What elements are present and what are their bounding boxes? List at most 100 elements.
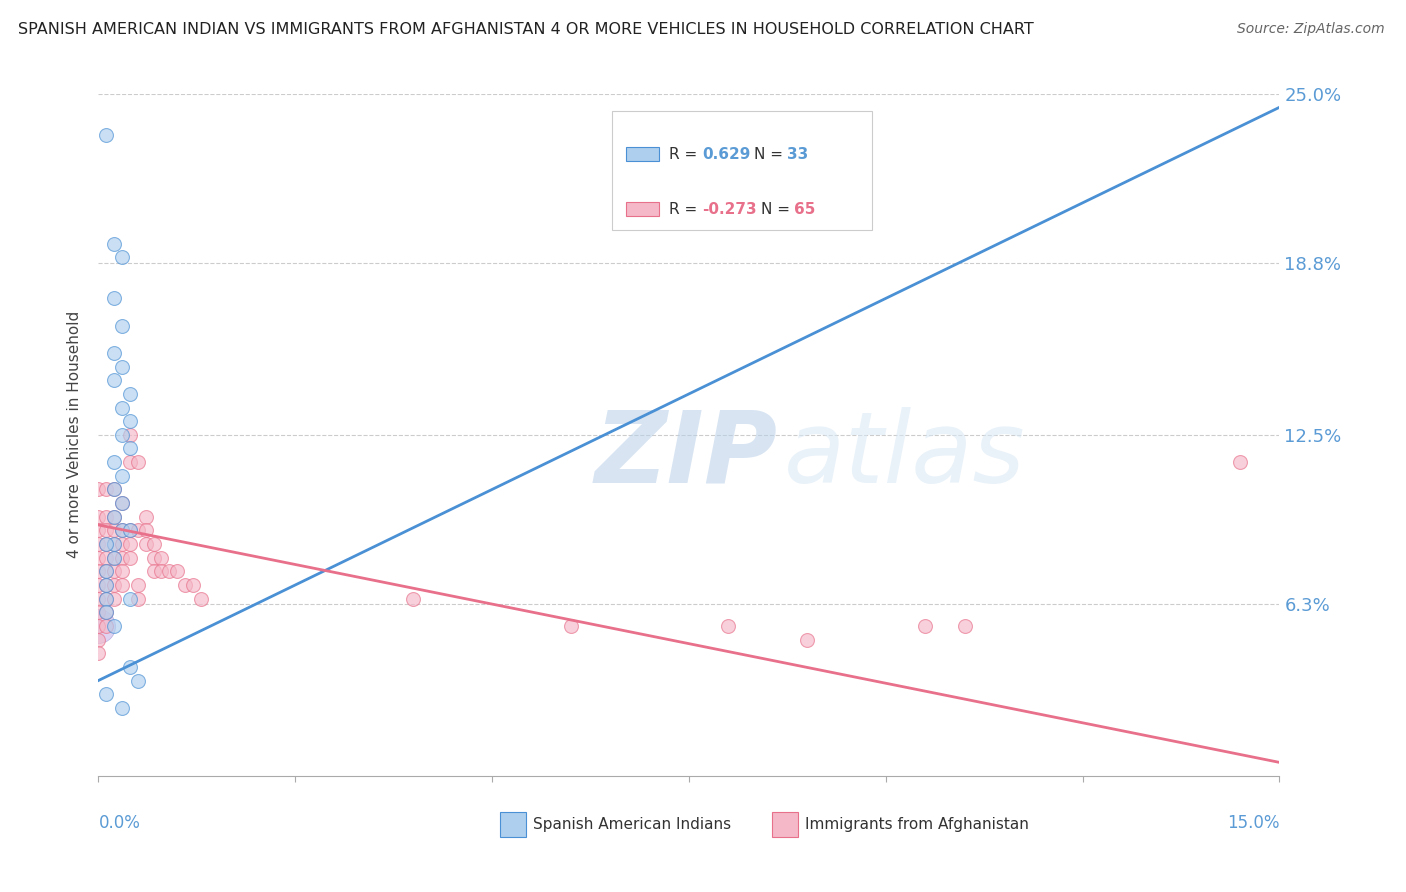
Point bbox=[150, 565, 173, 579]
Point bbox=[103, 537, 125, 551]
Point bbox=[127, 524, 149, 538]
Point bbox=[103, 619, 125, 633]
Point bbox=[135, 524, 157, 538]
Point bbox=[142, 550, 165, 565]
Point bbox=[96, 619, 118, 633]
Point bbox=[103, 537, 125, 551]
Point bbox=[96, 605, 118, 619]
Point bbox=[103, 346, 125, 360]
Point bbox=[127, 578, 149, 592]
Bar bbox=[626, 147, 659, 161]
Point bbox=[118, 524, 141, 538]
Point bbox=[118, 387, 141, 401]
Point bbox=[96, 537, 118, 551]
Point bbox=[103, 291, 125, 305]
Point bbox=[111, 537, 134, 551]
Point bbox=[96, 524, 118, 538]
Point bbox=[127, 673, 149, 688]
Point bbox=[111, 496, 134, 510]
Text: 0.629: 0.629 bbox=[702, 146, 751, 161]
Point bbox=[111, 401, 134, 415]
Text: Source: ZipAtlas.com: Source: ZipAtlas.com bbox=[1237, 22, 1385, 37]
Point bbox=[118, 428, 141, 442]
Y-axis label: 4 or more Vehicles in Household: 4 or more Vehicles in Household bbox=[67, 311, 83, 558]
Point bbox=[111, 578, 134, 592]
Point bbox=[103, 236, 125, 251]
Point bbox=[111, 550, 134, 565]
Point bbox=[87, 578, 110, 592]
Text: 0.0%: 0.0% bbox=[98, 814, 141, 831]
Text: atlas: atlas bbox=[783, 407, 1025, 504]
Text: N =: N = bbox=[761, 202, 794, 217]
Point bbox=[96, 128, 118, 142]
Point bbox=[118, 591, 141, 606]
Point bbox=[111, 251, 134, 265]
Point bbox=[111, 428, 134, 442]
Point bbox=[96, 483, 118, 497]
Point bbox=[111, 496, 134, 510]
Point bbox=[717, 619, 740, 633]
Bar bbox=[772, 812, 797, 838]
Point bbox=[111, 565, 134, 579]
Text: 33: 33 bbox=[787, 146, 808, 161]
Point bbox=[135, 537, 157, 551]
Point bbox=[87, 537, 110, 551]
Point bbox=[87, 565, 110, 579]
Point bbox=[103, 578, 125, 592]
Point bbox=[796, 632, 818, 647]
Point bbox=[142, 565, 165, 579]
Bar bbox=[626, 202, 659, 216]
Point bbox=[111, 359, 134, 374]
Point bbox=[402, 591, 425, 606]
Point bbox=[103, 483, 125, 497]
Point bbox=[111, 318, 134, 333]
Point bbox=[118, 455, 141, 469]
Point bbox=[135, 509, 157, 524]
Point bbox=[96, 509, 118, 524]
Point bbox=[118, 414, 141, 428]
Point bbox=[103, 509, 125, 524]
Point bbox=[181, 578, 204, 592]
Point bbox=[96, 591, 118, 606]
Point bbox=[87, 646, 110, 660]
Point bbox=[953, 619, 976, 633]
Point bbox=[103, 373, 125, 387]
FancyBboxPatch shape bbox=[612, 111, 872, 230]
Point bbox=[111, 524, 134, 538]
Text: R =: R = bbox=[669, 146, 702, 161]
Point bbox=[560, 619, 582, 633]
Point bbox=[87, 605, 110, 619]
Point bbox=[87, 509, 110, 524]
Point bbox=[96, 565, 118, 579]
Point bbox=[87, 524, 110, 538]
Point bbox=[127, 455, 149, 469]
Point bbox=[87, 483, 110, 497]
Point bbox=[914, 619, 936, 633]
Point bbox=[127, 591, 149, 606]
Point bbox=[96, 537, 118, 551]
Point bbox=[190, 591, 212, 606]
Point bbox=[118, 550, 141, 565]
Point bbox=[118, 660, 141, 674]
Point bbox=[87, 632, 110, 647]
Text: 15.0%: 15.0% bbox=[1227, 814, 1279, 831]
Point bbox=[103, 591, 125, 606]
Text: ZIP: ZIP bbox=[595, 407, 778, 504]
Point bbox=[157, 565, 180, 579]
Point bbox=[96, 565, 118, 579]
Point bbox=[142, 537, 165, 551]
Point bbox=[87, 591, 110, 606]
Point bbox=[103, 509, 125, 524]
Text: R =: R = bbox=[669, 202, 702, 217]
Point bbox=[87, 619, 110, 633]
Text: N =: N = bbox=[754, 146, 787, 161]
Point bbox=[103, 550, 125, 565]
Text: 65: 65 bbox=[794, 202, 815, 217]
Point bbox=[1229, 455, 1251, 469]
Point bbox=[87, 619, 110, 633]
Point bbox=[111, 468, 134, 483]
Point bbox=[103, 565, 125, 579]
Bar bbox=[501, 812, 526, 838]
Point bbox=[96, 605, 118, 619]
Text: -0.273: -0.273 bbox=[702, 202, 756, 217]
